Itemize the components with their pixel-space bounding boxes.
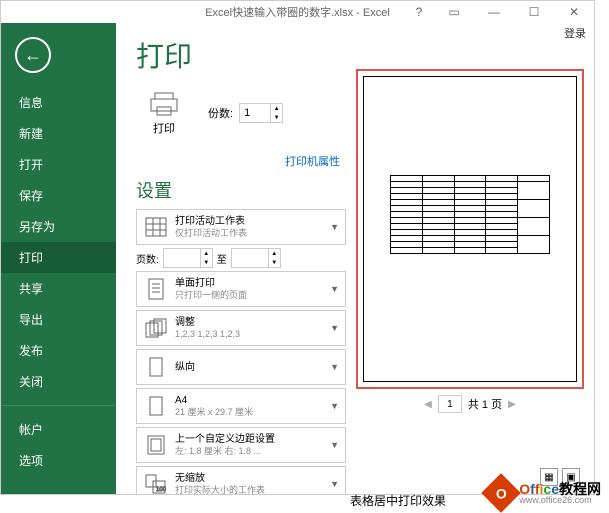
close-icon[interactable]: ✕	[554, 1, 594, 23]
copies-stepper[interactable]: 1 ▲▼	[239, 103, 283, 123]
sidebar: ← 信息 新建 打开 保存 另存为 打印 共享 导出 发布 关闭 帐户 选项	[1, 23, 116, 494]
portrait-icon	[143, 354, 169, 380]
print-button[interactable]: 打印	[136, 85, 192, 141]
collate-dropdown[interactable]: 调整1,2,3 1,2,3 1,2,3 ▼	[136, 310, 346, 346]
sidebar-item-export[interactable]: 导出	[1, 304, 116, 335]
margins-icon	[143, 432, 169, 458]
margins-dropdown[interactable]: 上一个自定义边距设置左: 1.8 厘米 右: 1.8 ... ▼	[136, 427, 346, 463]
paper-icon	[143, 393, 169, 419]
sidebar-item-info[interactable]: 信息	[1, 87, 116, 118]
page-from-stepper[interactable]: ▲▼	[163, 248, 213, 268]
collate-icon	[143, 315, 169, 341]
page-title: 打印	[136, 35, 346, 75]
chevron-down-icon: ▼	[330, 401, 339, 411]
scale-icon: 100	[143, 471, 169, 494]
next-page-button[interactable]: ▶	[508, 399, 516, 410]
sidebar-item-share[interactable]: 共享	[1, 273, 116, 304]
chevron-down-icon: ▼	[330, 222, 339, 232]
page-to-stepper[interactable]: ▲▼	[231, 248, 281, 268]
pages-label: 页数:	[136, 251, 159, 266]
copies-label: 份数:	[208, 105, 233, 121]
sidebar-item-open[interactable]: 打开	[1, 149, 116, 180]
sidebar-item-new[interactable]: 新建	[1, 118, 116, 149]
chevron-down-icon: ▼	[330, 323, 339, 333]
preview-table	[390, 175, 550, 254]
watermark-logo-icon: O	[481, 473, 521, 513]
chevron-down-icon: ▼	[330, 440, 339, 450]
sidebar-item-account[interactable]: 帐户	[1, 414, 116, 445]
page-number-input[interactable]	[438, 395, 462, 413]
window-title: Excel快速输入带圈的数字.xlsx - Excel	[205, 4, 390, 20]
sidebar-item-saveas[interactable]: 另存为	[1, 211, 116, 242]
sidebar-item-print[interactable]: 打印	[1, 242, 116, 273]
svg-text:100: 100	[156, 487, 167, 493]
print-preview: ◀ 共 1 页 ▶ ▦ ▣	[356, 35, 584, 494]
settings-title: 设置	[136, 177, 346, 203]
caption-text: 表格居中打印效果	[350, 492, 446, 509]
prev-page-button[interactable]: ◀	[424, 399, 432, 410]
page-total-label: 共 1 页	[468, 396, 502, 412]
preview-page	[363, 76, 577, 382]
sheet-icon	[143, 214, 169, 240]
sidebar-item-save[interactable]: 保存	[1, 180, 116, 211]
scaling-dropdown[interactable]: 100 无缩放打印实际大小的工作表 ▼	[136, 466, 346, 494]
sidebar-item-publish[interactable]: 发布	[1, 335, 116, 366]
watermark: O Office教程网 www.office26.com	[487, 479, 601, 507]
printer-icon	[149, 91, 179, 117]
watermark-url: www.office26.com	[519, 496, 601, 505]
maximize-icon[interactable]: ☐	[514, 1, 554, 23]
sidebar-item-close[interactable]: 关闭	[1, 366, 116, 397]
print-what-dropdown[interactable]: 打印活动工作表仅打印活动工作表 ▼	[136, 209, 346, 245]
sides-dropdown[interactable]: 单面打印只打印一侧的页面 ▼	[136, 271, 346, 307]
back-button[interactable]: ←	[15, 37, 51, 73]
sidebar-item-options[interactable]: 选项	[1, 445, 116, 476]
page-icon	[143, 276, 169, 302]
pages-to-label: 至	[217, 251, 227, 266]
chevron-down-icon: ▼	[330, 362, 339, 372]
printer-properties-link[interactable]: 打印机属性	[136, 153, 346, 169]
watermark-brand: Office教程网	[519, 482, 601, 496]
orientation-dropdown[interactable]: 纵向 ▼	[136, 349, 346, 385]
chevron-down-icon: ▼	[330, 479, 339, 489]
help-icon[interactable]: ?	[404, 1, 434, 23]
window-options-icon[interactable]: ▭	[434, 1, 474, 23]
paper-dropdown[interactable]: A421 厘米 x 29.7 厘米 ▼	[136, 388, 346, 424]
minimize-icon[interactable]: —	[474, 1, 514, 23]
chevron-down-icon: ▼	[330, 284, 339, 294]
